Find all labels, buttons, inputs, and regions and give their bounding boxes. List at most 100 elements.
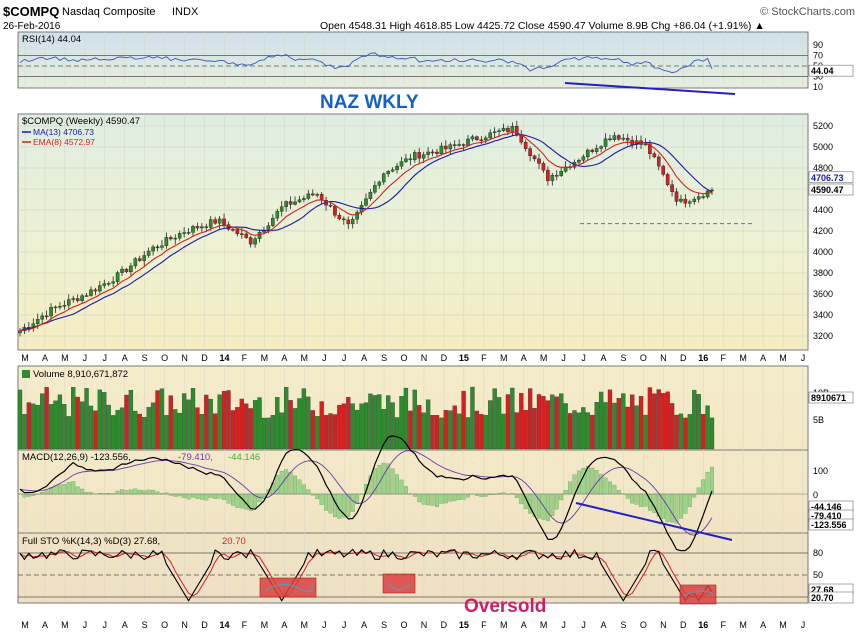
- volume-bar: [88, 405, 94, 450]
- x-axis-label-bottom: A: [601, 620, 607, 630]
- macd-hist-bar: [426, 493, 431, 506]
- macd-signal-line: [19, 450, 713, 536]
- volume-bar: [115, 410, 120, 450]
- volume-bar: [470, 386, 475, 450]
- x-axis-label-bottom: J: [103, 620, 108, 630]
- candle-body: [457, 144, 461, 146]
- volume-bar: [292, 408, 298, 450]
- candle-body: [603, 138, 608, 147]
- candle-body: [368, 191, 373, 199]
- x-axis-label-top: F: [242, 353, 248, 363]
- volume-bar: [576, 412, 582, 450]
- oversold-curve: [683, 590, 713, 597]
- oversold-curve: [265, 583, 313, 593]
- macd-value-tag: -44.146: [811, 502, 842, 512]
- price-tick-label: 5000: [813, 142, 833, 152]
- volume-bar: [696, 394, 701, 450]
- candle-body: [253, 238, 257, 245]
- candle-body: [452, 144, 457, 146]
- axis-labels: 5200500048004600440042004000380036003400…: [21, 40, 854, 630]
- candle-body: [204, 226, 209, 228]
- candle-body: [679, 198, 683, 202]
- candle-body: [89, 289, 93, 296]
- x-axis-label-bottom: J: [342, 620, 347, 630]
- volume-bar: [399, 396, 404, 450]
- candle-body: [599, 146, 603, 149]
- volume-bar: [590, 414, 595, 450]
- candle-body: [683, 198, 688, 204]
- x-axis-label-bottom: M: [540, 620, 548, 630]
- volume-bar: [625, 406, 630, 450]
- macd-hist-bar: [603, 477, 608, 495]
- x-axis-label-top: N: [181, 353, 188, 363]
- x-axis-label-top: O: [161, 353, 168, 363]
- price-tick-label: 3200: [813, 331, 833, 341]
- volume-bar: [53, 400, 58, 450]
- volume-bar: [709, 417, 715, 450]
- macd-hist-bar: [222, 493, 227, 500]
- macd-hist-bar: [710, 466, 714, 495]
- volume-bar: [164, 415, 169, 450]
- candle-body: [705, 190, 710, 198]
- x-axis-label-bottom: D: [441, 620, 448, 630]
- volume-bar: [306, 396, 311, 450]
- volume-bar: [319, 401, 324, 450]
- candle-body: [515, 125, 519, 135]
- volume-bar: [598, 391, 604, 450]
- macd-hist-bar: [332, 493, 337, 518]
- oversold-box: [679, 584, 717, 605]
- x-axis-label-top: J: [342, 353, 347, 363]
- macd-hist-bar: [293, 475, 297, 495]
- macd-hist-bar: [439, 493, 444, 504]
- volume-bar: [84, 388, 89, 450]
- candle-body: [306, 193, 311, 199]
- volume-bar: [461, 390, 466, 450]
- candle-body: [554, 175, 559, 177]
- candle-body: [66, 299, 71, 306]
- macd-hist-bar: [395, 474, 400, 495]
- candle-body: [377, 181, 382, 186]
- macd-hist-bar: [386, 463, 391, 495]
- candle-body: [608, 138, 612, 141]
- candle-body: [625, 137, 630, 141]
- candle-body: [661, 165, 666, 175]
- volume-bar: [425, 399, 431, 450]
- volume-bar: [244, 403, 249, 450]
- candle-body: [279, 206, 284, 212]
- volume-bar: [310, 410, 315, 450]
- x-axis-label-top: D: [201, 353, 208, 363]
- macd-hist-bar: [381, 462, 386, 495]
- volume-bar: [288, 400, 293, 450]
- macd-hist-bar: [452, 493, 457, 501]
- macd-hist-bar: [328, 493, 333, 514]
- x-axis-label-top: J: [322, 353, 327, 363]
- candle-body: [506, 127, 510, 132]
- volume-bar: [683, 417, 688, 450]
- candle-body: [155, 246, 160, 249]
- candle-body: [390, 169, 395, 172]
- candle-body: [355, 211, 359, 220]
- x-axis-label-top: M: [779, 353, 787, 363]
- volume-bar: [213, 413, 218, 450]
- volume-bar: [150, 402, 156, 450]
- candle-body: [288, 201, 293, 205]
- macd-hist-bar: [399, 479, 404, 495]
- volume-bar: [26, 402, 32, 450]
- volume-bar: [661, 393, 666, 450]
- x-axis-label-bottom: O: [401, 620, 408, 630]
- volume-bar: [208, 398, 213, 450]
- candle-body: [546, 169, 550, 181]
- macd-hist-bar: [239, 493, 244, 509]
- candle-body: [53, 306, 58, 309]
- volume-bar: [270, 415, 275, 450]
- x-axis-label-bottom: 14: [219, 620, 229, 630]
- macd-hist-bar: [559, 493, 564, 501]
- volume-bar: [536, 394, 542, 450]
- volume-bar: [261, 417, 267, 450]
- candle-body: [40, 315, 44, 320]
- macd-hist-bar: [146, 489, 151, 495]
- candle-body: [612, 135, 617, 140]
- candle-body: [528, 148, 532, 157]
- x-axis-label-bottom: S: [620, 620, 626, 630]
- naz-weekly-annotation: NAZ WKLY: [320, 92, 419, 113]
